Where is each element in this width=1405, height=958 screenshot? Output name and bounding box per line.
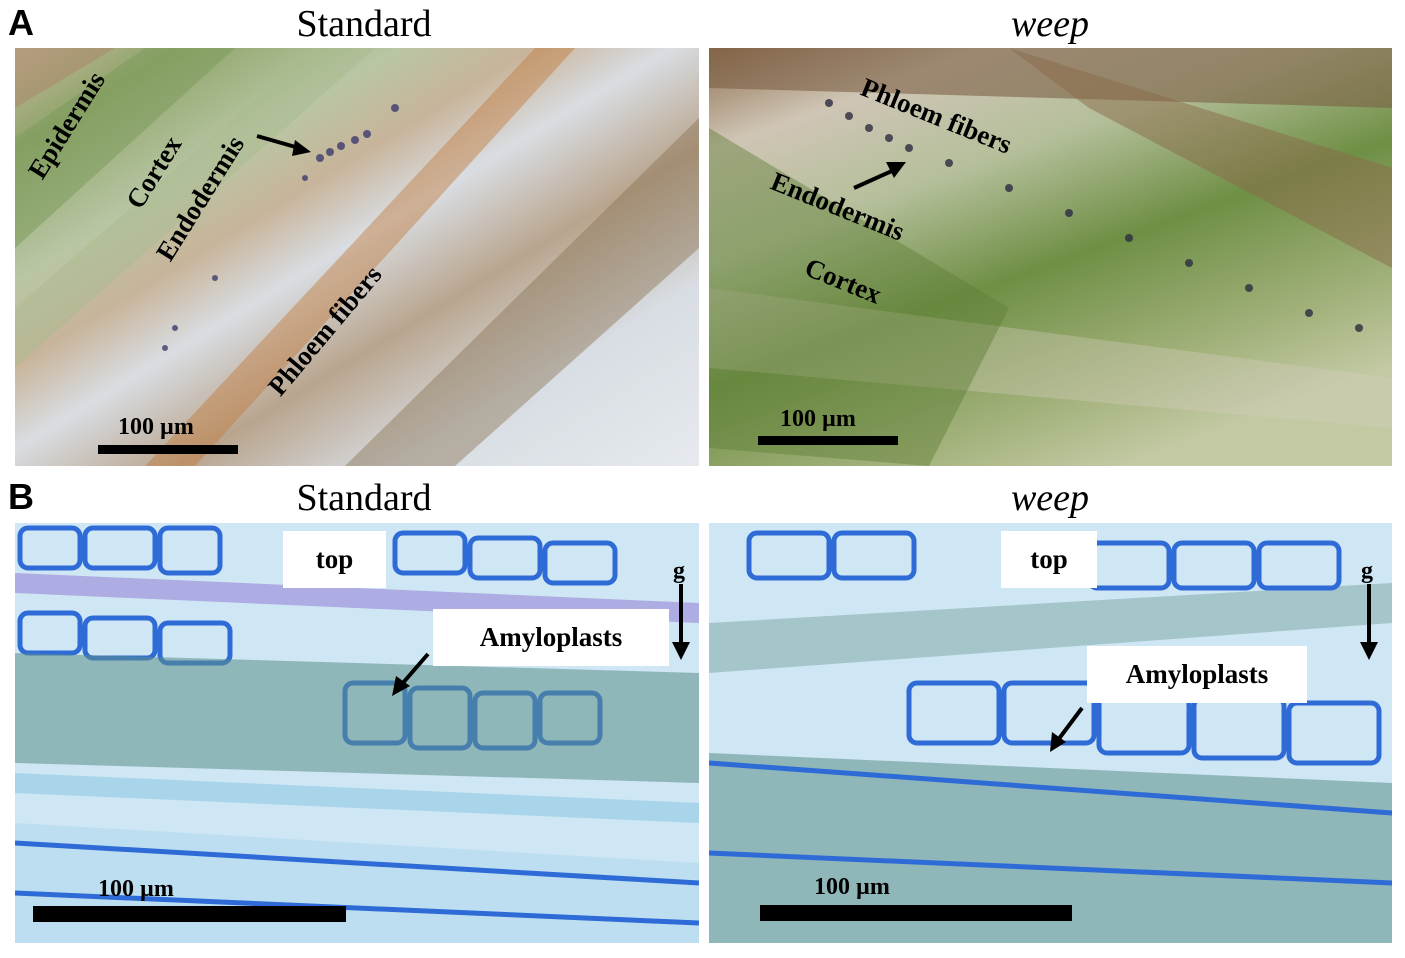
arrow-icon bbox=[1050, 706, 1084, 752]
scale-bar bbox=[98, 445, 238, 454]
panel-a-letter: A bbox=[8, 2, 34, 43]
panel-a-right-title: weep bbox=[1010, 3, 1090, 45]
scale-bar-label: 100 µm bbox=[814, 874, 890, 900]
scale-bar bbox=[33, 906, 346, 922]
label-top: top bbox=[283, 531, 386, 588]
label-top: top bbox=[1001, 531, 1097, 588]
arrow-icon bbox=[392, 652, 430, 696]
label-gravity: g bbox=[1361, 558, 1373, 584]
panel-b-weep-micrograph bbox=[709, 523, 1392, 943]
label-amyloplasts: Amyloplasts bbox=[433, 609, 669, 666]
panel-a-standard-micrograph bbox=[15, 48, 699, 466]
scale-bar bbox=[760, 905, 1072, 921]
gravity-arrow-icon bbox=[672, 584, 690, 660]
arrow-icon bbox=[256, 134, 311, 156]
label-amyloplasts: Amyloplasts bbox=[1087, 646, 1307, 703]
panel-a-left-title: Standard bbox=[296, 3, 432, 45]
scale-bar bbox=[758, 436, 898, 445]
panel-b-left-title: Standard bbox=[296, 477, 432, 519]
arrow-icon bbox=[853, 162, 906, 190]
scale-bar-label: 100 µm bbox=[780, 406, 856, 432]
panel-a-weep-micrograph bbox=[709, 48, 1392, 466]
panel-b-letter: B bbox=[8, 476, 34, 517]
gravity-arrow-icon bbox=[1360, 584, 1378, 660]
label-gravity: g bbox=[673, 558, 685, 584]
panel-b-right-title: weep bbox=[1010, 477, 1090, 519]
scale-bar-label: 100 µm bbox=[98, 876, 174, 902]
scale-bar-label: 100 µm bbox=[118, 414, 194, 440]
